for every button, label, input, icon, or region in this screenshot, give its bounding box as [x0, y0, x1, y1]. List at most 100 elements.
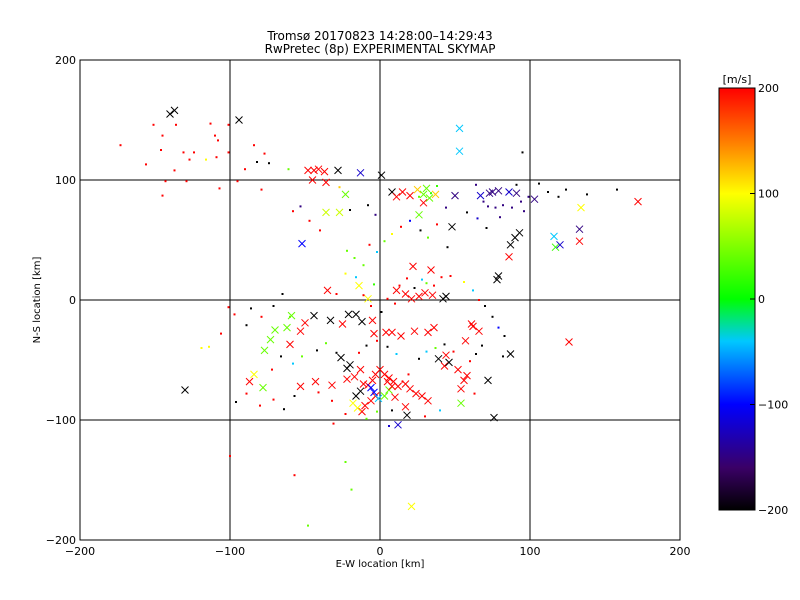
data-point-dot: [443, 343, 446, 346]
data-point-cross: [425, 194, 434, 202]
colorbar: [718, 87, 756, 511]
data-point-dot: [499, 216, 501, 219]
data-point-dot: [220, 332, 222, 335]
data-point-dot: [547, 191, 549, 193]
data-point-cross: [451, 191, 459, 200]
data-point-dot: [152, 123, 155, 126]
data-point-dot: [355, 276, 357, 279]
data-points: [119, 106, 642, 527]
data-point-dot: [362, 264, 365, 267]
data-point-dot: [260, 188, 263, 191]
data-point-cross: [445, 358, 453, 367]
data-point-dot: [502, 355, 504, 358]
data-point-dot: [299, 205, 302, 208]
data-point-dot: [421, 278, 423, 281]
y-tick-label: 100: [55, 174, 76, 187]
data-point-dot: [188, 158, 191, 161]
data-point-dot: [307, 524, 309, 527]
data-point-cross: [419, 190, 428, 199]
data-point-dot: [145, 163, 147, 166]
data-point-dot: [338, 186, 341, 189]
data-point-dot: [208, 345, 210, 348]
data-point-cross: [422, 184, 431, 193]
colorbar-tick-label: −100: [758, 399, 788, 412]
data-point-dot: [445, 206, 447, 209]
chart-title: Tromsø 20170823 14:28:00–14:29:43: [266, 29, 492, 43]
data-point-cross: [505, 252, 513, 261]
data-point-dot: [503, 335, 506, 337]
data-point-dot: [425, 282, 428, 285]
data-point-cross: [323, 286, 332, 295]
data-point-dot: [383, 240, 386, 243]
data-point-cross: [455, 124, 464, 133]
data-point-dot: [497, 326, 500, 329]
data-point-dot: [349, 209, 351, 211]
y-tick-label: −100: [46, 414, 76, 427]
data-point-cross: [575, 225, 584, 234]
data-point-cross: [337, 353, 345, 362]
data-point-dot: [316, 349, 318, 352]
data-point-dot: [391, 233, 393, 235]
data-point-cross: [166, 110, 174, 118]
data-point-dot: [235, 401, 237, 403]
data-point-cross: [287, 311, 296, 320]
data-point-dot: [401, 380, 404, 383]
data-point-cross: [512, 189, 521, 198]
data-point-cross: [407, 294, 416, 303]
data-point-dot: [386, 345, 389, 348]
data-point-cross: [350, 372, 359, 381]
data-point-dot: [419, 229, 422, 232]
data-point-dot: [245, 324, 248, 327]
x-tick-labels: −200 −100 0 100 200: [65, 534, 691, 558]
data-point-cross: [311, 377, 320, 386]
y-tick-label: 0: [69, 294, 76, 307]
data-point-cross: [335, 208, 344, 217]
data-point-cross: [260, 346, 269, 355]
x-tick-label: −200: [65, 545, 95, 558]
data-point-cross: [428, 291, 437, 300]
data-point-dot: [227, 151, 230, 154]
data-point-dot: [200, 347, 203, 349]
data-point-dot: [308, 219, 311, 222]
data-point-cross: [469, 322, 477, 331]
data-point-dot: [331, 399, 333, 402]
data-point-cross: [380, 392, 389, 400]
data-point-dot: [433, 284, 435, 287]
data-point-dot: [175, 123, 177, 126]
data-point-dot: [434, 347, 437, 349]
data-point-cross: [460, 376, 468, 385]
data-point-dot: [413, 287, 416, 289]
data-point-cross: [457, 399, 465, 408]
data-point-cross: [419, 198, 428, 207]
data-point-dot: [233, 313, 236, 316]
colorbar-ticks: 200 100 0 −100 −200: [750, 82, 788, 517]
data-point-cross: [476, 191, 485, 200]
data-point-dot: [394, 302, 396, 305]
data-point-cross: [367, 383, 375, 392]
data-point-dot: [449, 275, 452, 277]
data-point-dot: [491, 315, 494, 318]
data-point-dot: [406, 277, 408, 280]
data-point-dot: [475, 183, 477, 186]
data-point-cross: [484, 376, 492, 385]
data-point-dot: [229, 455, 231, 457]
data-point-cross: [326, 316, 335, 325]
data-point-dot: [250, 307, 252, 310]
data-point-dot: [344, 413, 347, 415]
data-point-dot: [293, 474, 296, 477]
data-point-dot: [395, 353, 398, 355]
grid: [80, 60, 680, 540]
data-point-cross: [398, 188, 407, 196]
data-point-cross: [551, 243, 560, 252]
data-point-dot: [173, 169, 176, 172]
data-point-cross: [457, 384, 465, 393]
data-point-cross: [392, 192, 401, 201]
data-point-dot: [287, 168, 290, 171]
data-point-dot: [475, 353, 477, 355]
data-point-cross: [506, 240, 515, 249]
data-point-dot: [263, 152, 266, 155]
data-point-cross: [368, 376, 377, 385]
colorbar-tick-label: −200: [758, 504, 788, 517]
data-point-cross: [409, 262, 417, 271]
data-point-dot: [161, 194, 164, 197]
